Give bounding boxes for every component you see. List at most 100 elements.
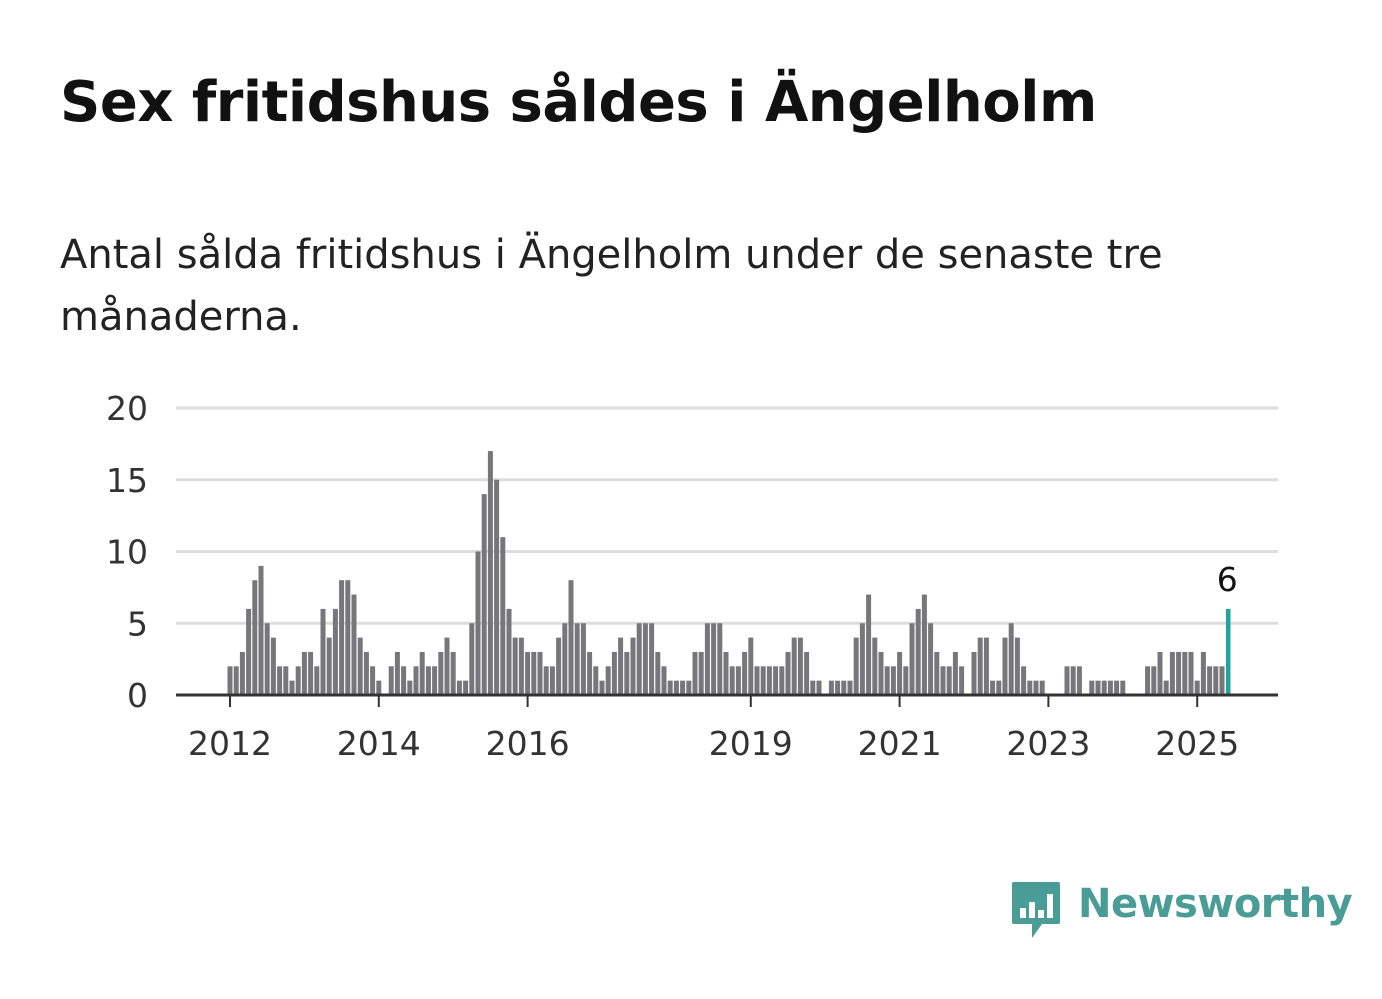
bar (1157, 651, 1163, 695)
y-tick-label: 20 (106, 389, 148, 428)
bar (556, 637, 562, 695)
x-tick-label: 2012 (188, 724, 272, 763)
bar (618, 637, 624, 695)
bar (450, 651, 456, 695)
bar (797, 637, 803, 695)
bar (1200, 651, 1206, 695)
bar (866, 594, 872, 695)
bar (1101, 680, 1107, 695)
bar (884, 666, 890, 695)
bar (388, 666, 394, 695)
bar (810, 680, 816, 695)
bar (711, 623, 717, 695)
bar (742, 651, 748, 695)
page-title: Sex fritidshus såldes i Ängelholm (60, 70, 1097, 135)
bar (735, 666, 741, 695)
bar (562, 623, 568, 695)
bar (425, 666, 431, 695)
bar (773, 666, 779, 695)
bar (332, 608, 338, 695)
bar (481, 494, 487, 695)
bar (289, 680, 295, 695)
bar (394, 651, 400, 695)
bar (890, 666, 896, 695)
bar (642, 623, 648, 695)
bar (605, 666, 611, 695)
bar (500, 537, 506, 695)
bar (835, 680, 841, 695)
bar (1182, 651, 1188, 695)
bar (692, 651, 698, 695)
bar (277, 666, 283, 695)
bar (921, 594, 927, 695)
bar (227, 666, 233, 695)
bar (667, 680, 673, 695)
bar (649, 623, 655, 695)
bar (655, 651, 661, 695)
bar (574, 623, 580, 695)
bar (1120, 680, 1126, 695)
x-tick-label: 2021 (858, 724, 942, 763)
bar (859, 623, 865, 695)
bar (928, 623, 934, 695)
y-tick-label: 10 (106, 533, 148, 572)
bar (314, 666, 320, 695)
bar (878, 651, 884, 695)
chart-subtitle: Antal sålda fritidshus i Ängelholm under… (60, 232, 1163, 340)
bar (1107, 680, 1113, 695)
bar (1064, 666, 1070, 695)
bar (308, 651, 314, 695)
bar (630, 637, 636, 695)
bar (413, 666, 419, 695)
bar (934, 651, 940, 695)
bar (1207, 666, 1213, 695)
bar (345, 580, 351, 695)
bar (438, 651, 444, 695)
annotations: 6 (1217, 560, 1238, 599)
bar (990, 680, 996, 695)
bar (469, 623, 475, 695)
bar (593, 666, 599, 695)
bar (1039, 680, 1045, 695)
x-tick-label: 2014 (337, 724, 421, 763)
bar (264, 623, 270, 695)
bar (506, 608, 512, 695)
x-axis-labels: 2012 2014 2016 2019 2021 2023 2025 (188, 695, 1239, 763)
bar (760, 666, 766, 695)
brand-name: Newsworthy (1078, 881, 1353, 927)
newsworthy-logo-icon (1012, 882, 1060, 938)
bar (270, 637, 276, 695)
x-tick-label: 2016 (486, 724, 570, 763)
bar (816, 680, 822, 695)
bar (339, 580, 345, 695)
bar (897, 651, 903, 695)
bar (463, 680, 469, 695)
bar (1021, 666, 1027, 695)
bar (785, 651, 791, 695)
bar (952, 651, 958, 695)
bar (407, 680, 413, 695)
bar (549, 666, 555, 695)
bar (432, 666, 438, 695)
bar (363, 651, 369, 695)
bar (996, 680, 1002, 695)
bar (1002, 637, 1008, 695)
bar (754, 666, 760, 695)
bar (531, 651, 537, 695)
bar (1033, 680, 1039, 695)
bar (537, 651, 543, 695)
x-tick-label: 2023 (1006, 724, 1090, 763)
bar (729, 666, 735, 695)
bar (357, 637, 363, 695)
bar (1070, 666, 1076, 695)
bar (525, 651, 531, 695)
bar (1008, 623, 1014, 695)
bar (847, 680, 853, 695)
bar (673, 680, 679, 695)
bar (283, 666, 289, 695)
bar (977, 637, 983, 695)
bar (419, 651, 425, 695)
bar (370, 666, 376, 695)
bar (704, 623, 710, 695)
bar (1027, 680, 1033, 695)
